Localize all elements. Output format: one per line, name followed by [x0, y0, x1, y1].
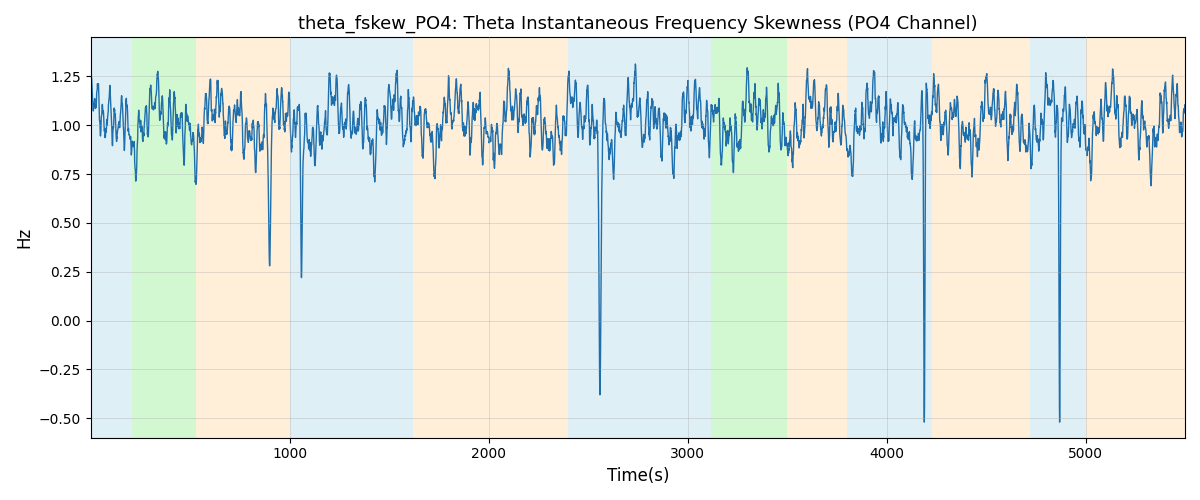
- X-axis label: Time(s): Time(s): [606, 467, 670, 485]
- Bar: [289, 38, 413, 438]
- Bar: [132, 38, 196, 438]
- Bar: [413, 38, 568, 438]
- Bar: [568, 38, 703, 438]
- Bar: [712, 38, 787, 438]
- Bar: [1030, 38, 1086, 438]
- Bar: [196, 38, 289, 438]
- Bar: [787, 38, 847, 438]
- Bar: [90, 38, 132, 438]
- Title: theta_fskew_PO4: Theta Instantaneous Frequency Skewness (PO4 Channel): theta_fskew_PO4: Theta Instantaneous Fre…: [298, 15, 978, 34]
- Bar: [932, 38, 1030, 438]
- Bar: [1086, 38, 1186, 438]
- Bar: [847, 38, 932, 438]
- Y-axis label: Hz: Hz: [14, 227, 32, 248]
- Bar: [703, 38, 712, 438]
